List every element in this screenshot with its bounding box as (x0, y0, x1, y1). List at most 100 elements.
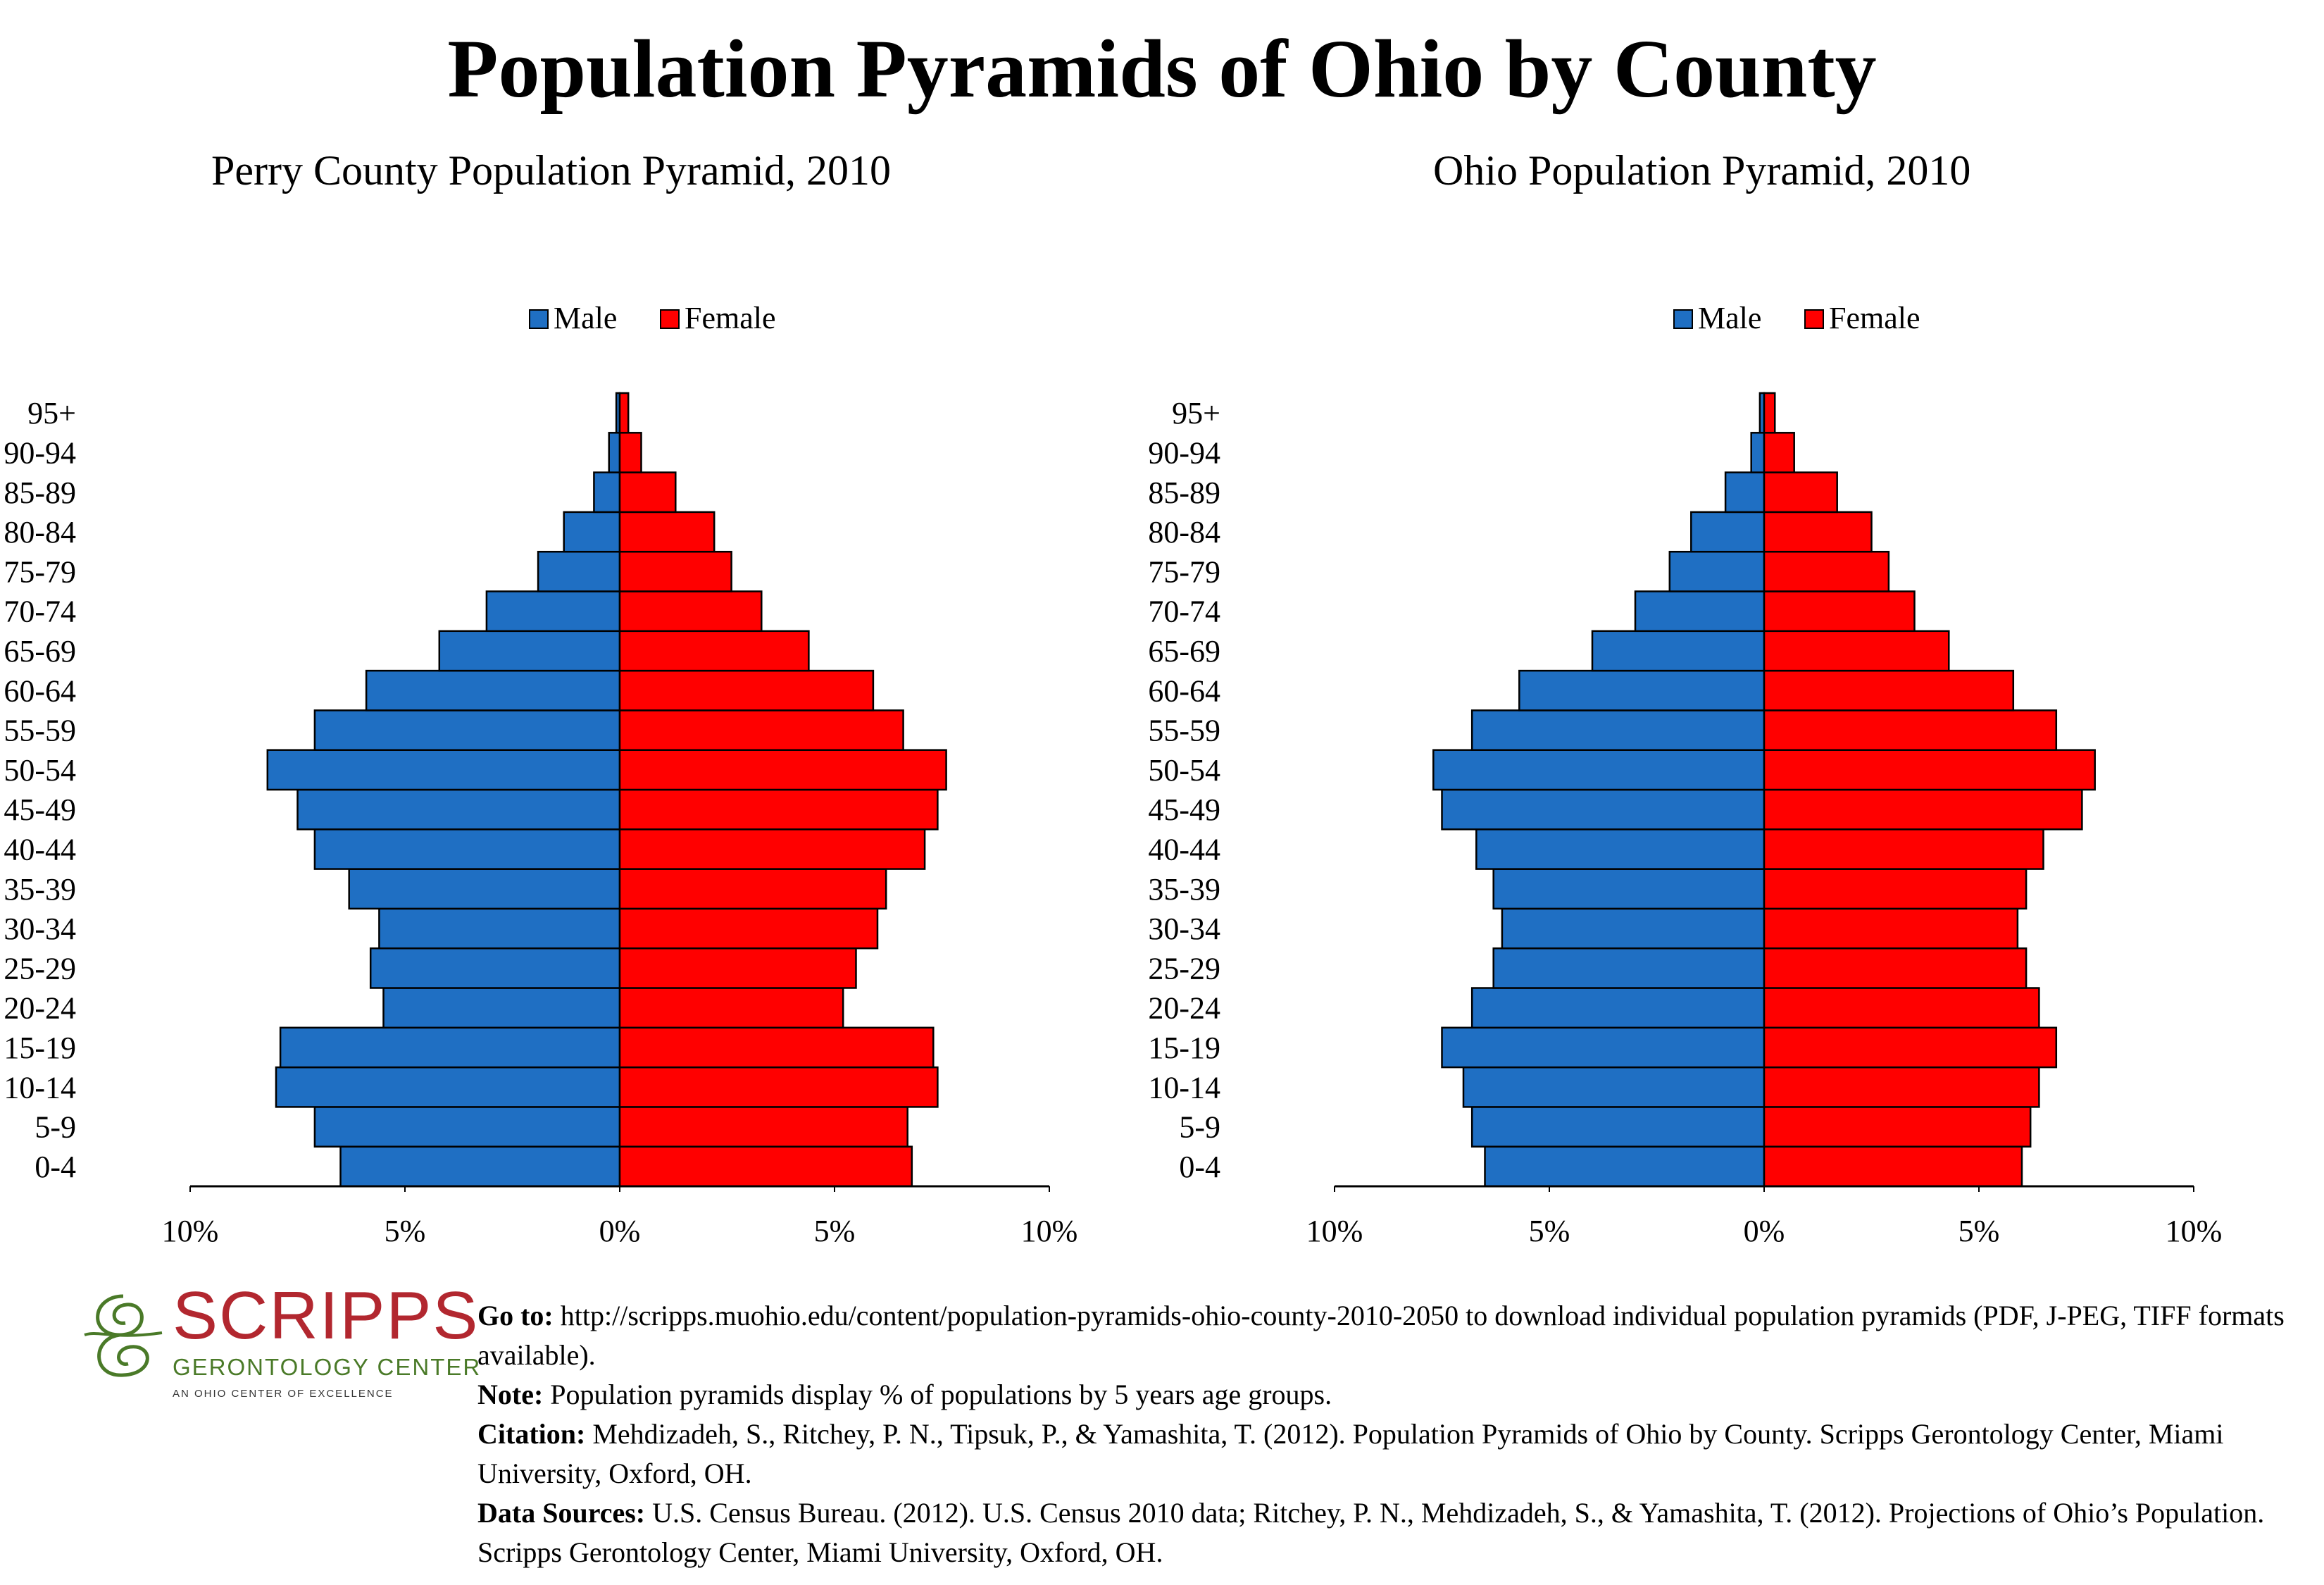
ohio-female-bar-20-24 (1763, 987, 2040, 1029)
ohio-female-bar-25-29 (1763, 947, 2028, 989)
perry-male-bar-30-34 (378, 907, 621, 950)
scripps-logo: SCRIPPS GERONTOLOGY CENTER AN OHIO CENTE… (77, 1282, 480, 1409)
ohio-female-bar-90-94 (1763, 432, 1795, 473)
perry-male-bar-35-39 (348, 868, 621, 910)
ohio-x-tick-label: 10% (1306, 1214, 1363, 1248)
ohio-age-label: 70-74 (1148, 595, 1220, 629)
ohio-x-tick-label: 10% (2166, 1214, 2223, 1248)
perry-legend-male-label: Male (554, 301, 617, 335)
ohio-age-label: 35-39 (1148, 872, 1220, 907)
ohio-female-bar-10-14 (1763, 1066, 2040, 1108)
ohio-female-bar-40-44 (1763, 828, 2044, 870)
ohio-x-tick-label: 5% (1529, 1214, 1570, 1248)
perry-female-bar-5-9 (618, 1106, 908, 1148)
ohio-age-label: 20-24 (1148, 991, 1220, 1026)
perry-female-bar-75-79 (618, 550, 732, 592)
ohio-legend-female-label: Female (1829, 301, 1920, 335)
perry-age-label: 85-89 (4, 476, 76, 510)
perry-legend-female-label: Female (685, 301, 776, 335)
perry-x-tick-label: 5% (385, 1214, 426, 1248)
ohio-female-bar-5-9 (1763, 1106, 2032, 1148)
perry-male-bar-20-24 (382, 987, 621, 1029)
perry-female-bar-95+ (618, 392, 630, 434)
perry-x-tick-label: 10% (162, 1214, 219, 1248)
ohio-age-label: 95+ (1172, 396, 1220, 430)
perry-x-tick-label: 10% (1021, 1214, 1078, 1248)
perry-age-label: 40-44 (4, 832, 76, 866)
perry-male-bar-80-84 (563, 511, 621, 553)
perry-female-bar-80-84 (618, 511, 716, 553)
ohio-x-tick-label: 5% (1958, 1214, 2000, 1248)
chart-title-ohio: Ohio Population Pyramid, 2010 (1433, 147, 1971, 194)
perry-female-bar-55-59 (618, 709, 904, 751)
perry-age-label: 45-49 (4, 792, 76, 827)
perry-female-bar-40-44 (618, 828, 926, 870)
perry-male-bar-55-59 (313, 709, 621, 751)
perry-female-bar-25-29 (618, 947, 857, 989)
perry-male-bar-75-79 (537, 550, 621, 592)
ohio-male-bar-80-84 (1690, 511, 1766, 553)
ohio-female-bar-0-4 (1763, 1145, 2023, 1188)
goto-label: Go to: (477, 1300, 554, 1331)
chart-title-perry: Perry County Population Pyramid, 2010 (211, 147, 891, 194)
ohio-male-bar-70-74 (1634, 590, 1766, 633)
note-label: Note: (477, 1379, 544, 1410)
ohio-male-bar-85-89 (1724, 471, 1766, 514)
perry-age-label: 60-64 (4, 673, 76, 708)
perry-legend-male-swatch (529, 309, 549, 329)
perry-male-bar-50-54 (266, 749, 621, 791)
ohio-female-bar-95+ (1763, 392, 1776, 434)
perry-age-label: 55-59 (4, 714, 76, 748)
ohio-female-bar-65-69 (1763, 630, 1950, 672)
ohio-female-bar-80-84 (1763, 511, 1873, 553)
ohio-legend-male-swatch (1673, 309, 1693, 329)
notes-block: Go to: http://scripps.muohio.edu/content… (477, 1296, 2309, 1572)
perry-x-tick-label: 5% (814, 1214, 856, 1248)
ohio-age-label: 10-14 (1148, 1070, 1220, 1105)
perry-age-label: 75-79 (4, 554, 76, 589)
ohio-female-bar-70-74 (1763, 590, 1916, 633)
perry-female-bar-65-69 (618, 630, 810, 672)
perry-legend-female-swatch (660, 309, 680, 329)
ohio-male-bar-25-29 (1492, 947, 1766, 989)
note-text: Population pyramids display % of populat… (550, 1379, 1332, 1410)
perry-female-bar-45-49 (618, 788, 939, 831)
perry-age-label: 25-29 (4, 951, 76, 986)
ohio-male-bar-75-79 (1668, 550, 1766, 592)
ohio-age-label: 75-79 (1148, 554, 1220, 589)
ohio-male-bar-50-54 (1432, 749, 1766, 791)
ohio-age-label: 60-64 (1148, 673, 1220, 708)
perry-age-label: 5-9 (35, 1110, 76, 1145)
ohio-age-label: 80-84 (1148, 515, 1220, 549)
ohio-age-label: 0-4 (1179, 1150, 1220, 1184)
perry-female-bar-0-4 (618, 1145, 913, 1188)
perry-female-bar-85-89 (618, 471, 677, 514)
perry-age-label: 65-69 (4, 634, 76, 669)
ohio-male-bar-65-69 (1591, 630, 1766, 672)
spiral-logo-icon (84, 1294, 163, 1377)
perry-male-bar-90-94 (608, 432, 621, 473)
perry-female-bar-35-39 (618, 868, 887, 910)
ohio-male-bar-20-24 (1470, 987, 1766, 1029)
ohio-female-bar-75-79 (1763, 550, 1890, 592)
ohio-age-label: 85-89 (1148, 476, 1220, 510)
ohio-age-label: 5-9 (1179, 1110, 1220, 1145)
perry-x-tick-label: 0% (599, 1214, 641, 1248)
ohio-female-bar-45-49 (1763, 788, 2083, 831)
logo-wordmark: SCRIPPS (173, 1278, 480, 1353)
perry-age-label: 50-54 (4, 753, 76, 788)
perry-female-bar-15-19 (618, 1026, 935, 1069)
perry-age-label: 90-94 (4, 435, 76, 470)
perry-male-bar-85-89 (593, 471, 621, 514)
perry-female-bar-90-94 (618, 432, 642, 473)
perry-age-label: 35-39 (4, 872, 76, 907)
ohio-legend-male-label: Male (1698, 301, 1761, 335)
ohio-age-label: 40-44 (1148, 832, 1220, 866)
note-line: Note: Population pyramids display % of p… (477, 1375, 2309, 1415)
perry-female-bar-10-14 (618, 1066, 939, 1108)
ohio-legend-female-swatch (1804, 309, 1824, 329)
perry-age-label: 95+ (27, 396, 76, 430)
perry-female-bar-30-34 (618, 907, 879, 950)
perry-male-bar-70-74 (485, 590, 621, 633)
